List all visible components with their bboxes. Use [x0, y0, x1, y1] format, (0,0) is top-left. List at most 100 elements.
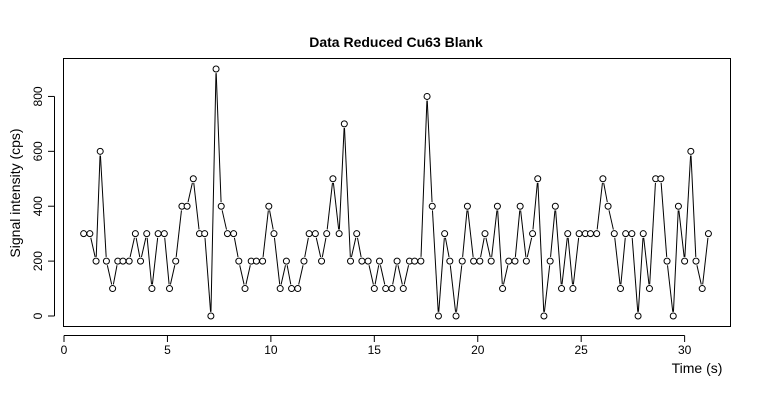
- y-tick-label: 400: [31, 196, 45, 216]
- data-point: [499, 285, 507, 293]
- series-line-segment: [374, 265, 380, 285]
- series-line-segment: [684, 155, 692, 257]
- data-point: [143, 230, 151, 238]
- y-axis-label: Signal intensity (cps): [7, 128, 23, 257]
- data-point: [663, 257, 671, 265]
- series-line-segment: [431, 210, 439, 312]
- series-line-segment: [596, 182, 603, 230]
- data-point: [252, 257, 260, 265]
- data-point: [622, 230, 630, 238]
- series-line-segment: [637, 237, 644, 312]
- y-tick-label: 0: [31, 312, 45, 319]
- data-point: [411, 257, 419, 265]
- data-point: [207, 312, 215, 320]
- data-point: [452, 312, 460, 320]
- series-line-segment: [438, 237, 445, 312]
- data-point: [516, 202, 524, 210]
- data-point: [201, 230, 209, 238]
- data-point: [511, 257, 519, 265]
- data-point: [593, 230, 601, 238]
- data-point: [634, 312, 642, 320]
- x-tick-label: 25: [575, 343, 589, 357]
- data-point: [417, 257, 425, 265]
- data-point: [323, 230, 331, 238]
- data-point: [109, 285, 117, 293]
- series-line-segment: [280, 265, 286, 285]
- plot-area-frame: [63, 58, 731, 327]
- data-point: [102, 257, 110, 265]
- data-point: [586, 230, 594, 238]
- data-point: [335, 230, 343, 238]
- y-axis: 0 200 400 600 800: [31, 86, 55, 319]
- series-line-segment: [129, 237, 135, 258]
- series-line-segment: [273, 237, 281, 285]
- data-point: [370, 285, 378, 293]
- series-line-segment: [233, 237, 239, 258]
- data-point: [657, 175, 665, 183]
- series-line-segment: [321, 237, 327, 258]
- series-line-segment: [444, 237, 450, 258]
- data-point: [628, 230, 636, 238]
- series-line-segment: [643, 237, 650, 285]
- data-point: [487, 257, 495, 265]
- data-point: [318, 257, 326, 265]
- x-axis-label: Time (s): [672, 360, 723, 376]
- series-line-segment: [491, 210, 498, 257]
- series-line-segment: [262, 210, 269, 257]
- data-point: [223, 230, 231, 238]
- data-point: [692, 257, 700, 265]
- series-line-segment: [426, 100, 433, 203]
- data-point: [639, 230, 647, 238]
- data-point: [564, 230, 572, 238]
- series-line-segment: [338, 128, 345, 230]
- series-line-segment: [169, 265, 176, 285]
- series-line-segment: [344, 128, 351, 257]
- series-line-segment: [480, 237, 485, 258]
- series-line-segment: [503, 265, 509, 285]
- series-line-segment: [696, 265, 702, 285]
- series-line-segment: [660, 182, 668, 257]
- x-axis: 0 5 10 15 20 25 30: [61, 335, 692, 357]
- data-point: [446, 257, 454, 265]
- series-line-segment: [462, 210, 468, 257]
- series-line-segment: [332, 182, 340, 230]
- series-line-segment: [603, 182, 608, 203]
- data-point: [183, 202, 191, 210]
- x-tick-label: 0: [61, 343, 68, 357]
- data-point: [599, 175, 607, 183]
- data-point: [434, 312, 442, 320]
- series-line-segment: [210, 73, 217, 312]
- data-point: [428, 202, 436, 210]
- data-point: [610, 230, 618, 238]
- series-line-segment: [537, 182, 545, 312]
- series-line-segment: [532, 182, 538, 230]
- data-point: [329, 175, 337, 183]
- series-line-segment: [187, 182, 193, 203]
- data-point: [540, 312, 548, 320]
- x-tick-label: 15: [368, 343, 382, 357]
- data-point: [259, 257, 267, 265]
- series-line-segment: [135, 237, 141, 258]
- data-point: [470, 257, 478, 265]
- data-point: [645, 285, 653, 293]
- series-line-segment: [151, 237, 159, 285]
- data-point: [86, 230, 94, 238]
- series-line-segment: [561, 237, 568, 285]
- y-tick-label: 200: [31, 251, 45, 271]
- data-point: [558, 285, 566, 293]
- data-point: [399, 285, 407, 293]
- data-point: [270, 230, 278, 238]
- data-point: [458, 257, 466, 265]
- data-point: [119, 257, 127, 265]
- y-tick-label: 800: [31, 86, 45, 106]
- data-point: [569, 285, 577, 293]
- series-line-segment: [649, 182, 656, 285]
- series-line-segment: [175, 210, 182, 257]
- x-tick-label: 20: [471, 343, 485, 357]
- series-line-segment: [326, 182, 333, 230]
- data-point: [92, 257, 100, 265]
- series-line-segment: [543, 265, 551, 312]
- data-point: [476, 257, 484, 265]
- series-line-segment: [215, 73, 222, 203]
- series-line-segment: [204, 237, 212, 312]
